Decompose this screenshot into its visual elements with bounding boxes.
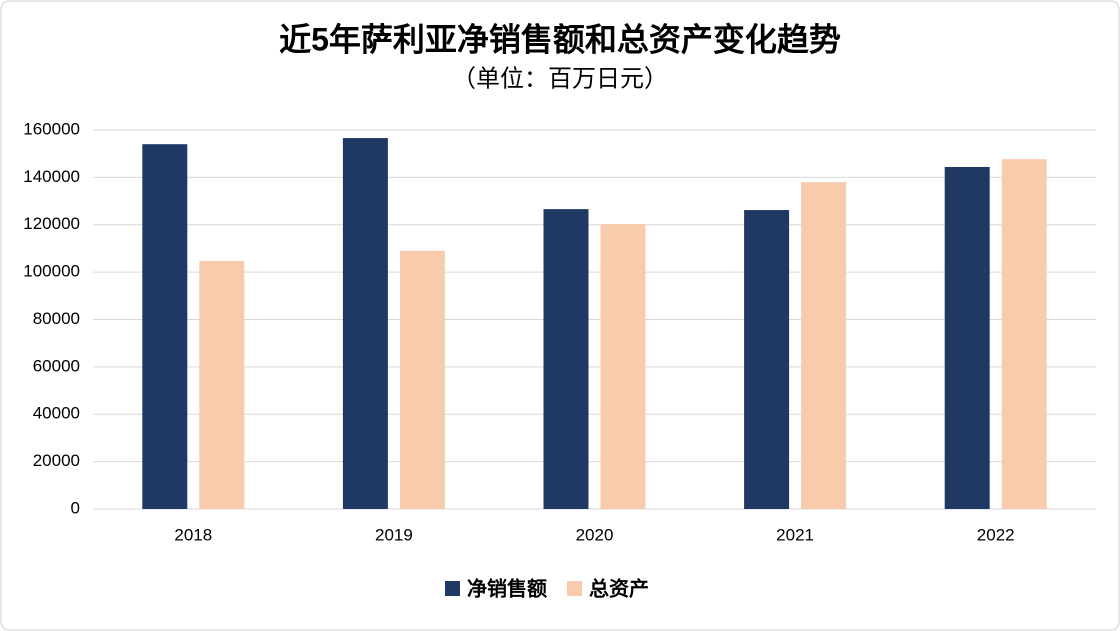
bar: [142, 144, 188, 509]
bar: [944, 166, 990, 509]
y-tick-label: 120000: [23, 214, 80, 233]
bar: [199, 260, 245, 509]
y-tick-label: 80000: [33, 309, 80, 328]
y-tick-label: 40000: [33, 404, 80, 423]
x-tick-label: 2018: [174, 525, 212, 544]
chart-subtitle: （单位：百万日元）: [452, 65, 668, 92]
bar: [600, 224, 646, 509]
bar: [342, 138, 388, 509]
chart-title: 近5年萨利亚净销售额和总资产变化趋势: [279, 21, 841, 57]
y-tick-label: 60000: [33, 356, 80, 375]
bar: [399, 250, 445, 509]
bar: [543, 209, 589, 509]
bar: [1001, 159, 1047, 509]
bar: [801, 182, 847, 510]
legend-label: 净销售额: [467, 576, 547, 600]
bar: [744, 210, 790, 509]
x-tick-label: 2019: [375, 525, 413, 544]
y-tick-label: 0: [71, 498, 80, 517]
x-tick-label: 2022: [977, 525, 1015, 544]
legend-swatch: [445, 581, 460, 596]
y-tick-label: 20000: [33, 451, 80, 470]
legend-label: 总资产: [589, 576, 649, 600]
y-tick-label: 100000: [23, 262, 80, 281]
y-tick-label: 160000: [23, 119, 80, 138]
y-tick-label: 140000: [23, 167, 80, 186]
legend-swatch: [567, 581, 582, 596]
x-tick-label: 2020: [576, 525, 614, 544]
x-tick-label: 2021: [776, 525, 814, 544]
